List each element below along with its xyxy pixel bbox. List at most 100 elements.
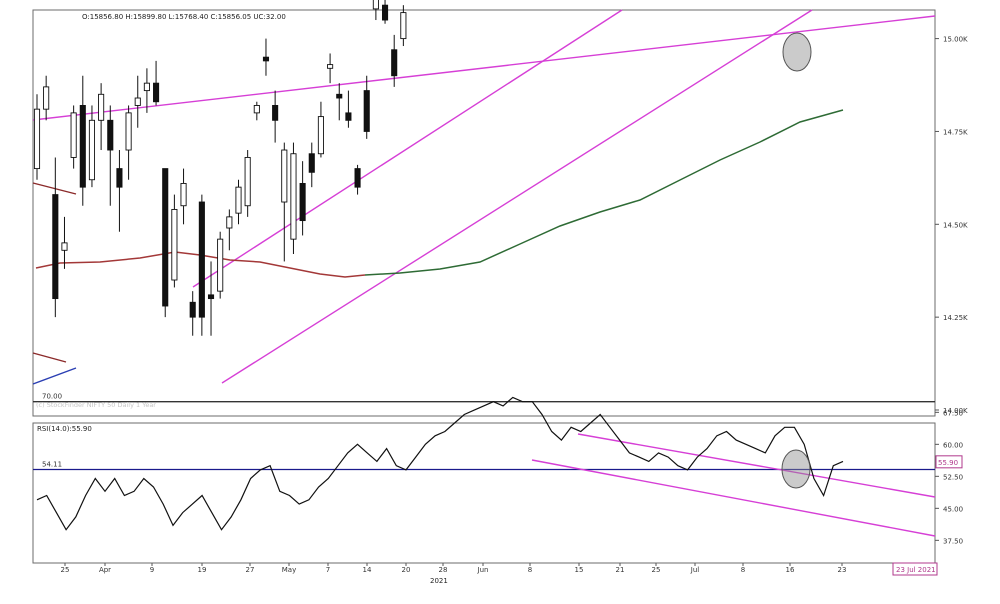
date-tick-label: Apr — [99, 566, 111, 574]
rsi-label: RSI(14.0):55.90 — [37, 425, 92, 433]
candle-body — [391, 49, 398, 77]
rsi-tick-label: 60.00 — [943, 441, 963, 449]
candle-body — [281, 149, 288, 203]
candle-body — [244, 156, 251, 207]
candle-body — [171, 208, 178, 281]
candle-body — [198, 201, 205, 318]
candle-body — [262, 56, 270, 62]
candle-body — [372, 0, 379, 10]
candles-layer — [33, 0, 812, 336]
date-tick-label: 8 — [528, 566, 532, 574]
date-tick-label: May — [282, 566, 296, 574]
candle-body — [143, 82, 150, 92]
trendline — [192, 9, 623, 288]
rsi-panel-frame — [32, 422, 936, 564]
date-tick-label: 15 — [575, 566, 584, 574]
candle-body — [235, 186, 242, 214]
candle-body — [299, 182, 306, 222]
candle-body — [43, 86, 50, 110]
trendline — [32, 352, 67, 363]
trendline — [32, 15, 936, 121]
candle-body — [116, 168, 123, 188]
trendline — [32, 367, 77, 385]
candle-body — [180, 182, 187, 207]
price-trendlines-layer — [32, 9, 936, 385]
date-tag-label: 23 Jul 2021 — [896, 566, 936, 574]
trendline — [221, 9, 813, 384]
price-tick-label: 14.00K — [943, 407, 968, 415]
candle-body — [88, 119, 96, 181]
candle-body — [33, 108, 41, 170]
date-tick-label: 27 — [246, 566, 255, 574]
date-tick-label: 9 — [150, 566, 154, 574]
candle-body — [98, 93, 105, 121]
date-tick-label: 7 — [326, 566, 330, 574]
candle-body — [153, 82, 160, 103]
candle-body — [70, 112, 77, 158]
candle-body — [226, 216, 233, 229]
candle-body — [253, 105, 260, 114]
date-axis: 25 Apr 9 19 27 May 7 14 20 28 Jun 8 15 21 25 Jul 8 16 23 23… — [61, 562, 938, 576]
candle-body — [134, 97, 141, 106]
rsi-tick-label: 67.50 — [943, 409, 963, 417]
candle-body — [162, 168, 169, 307]
rsi-layer: 70.00 54.11 — [33, 393, 936, 537]
rsi-tick-label: 45.00 — [943, 505, 963, 513]
rsi-line — [36, 396, 844, 531]
candle-body — [327, 64, 334, 69]
rsi-tick-label: 52.50 — [943, 473, 963, 481]
candle-body — [189, 301, 196, 318]
rsi-tick-label: 37.50 — [943, 537, 963, 545]
candle-body — [290, 153, 297, 240]
candle-body — [354, 168, 361, 188]
moving-average-green — [364, 109, 844, 276]
date-tick-label: 14 — [363, 566, 372, 574]
moving-average-layer — [35, 109, 844, 278]
watermark: (c) StockFinder NIFTY 50 Daily 1 Year — [36, 401, 156, 409]
rsi-value-tag-label: 55.90 — [938, 459, 958, 467]
rsi-trendline — [577, 433, 936, 498]
moving-average-red — [35, 251, 366, 278]
candle-body — [125, 112, 132, 151]
date-tick-label: Jun — [477, 566, 489, 574]
candle-body — [52, 194, 59, 300]
date-tick-label: 8 — [741, 566, 745, 574]
rsi-value-tag — [935, 455, 963, 469]
candle-body — [345, 112, 352, 121]
year-label: 2021 — [430, 577, 448, 585]
candle-body — [400, 12, 407, 40]
candle-body — [61, 242, 68, 251]
candle-body — [107, 119, 114, 151]
highlight-circle — [782, 32, 812, 72]
rsi-level-label: 70.00 — [42, 393, 62, 401]
date-tick-label: 28 — [439, 566, 448, 574]
date-tick-label: 25 — [61, 566, 70, 574]
price-tick-label: 15.00K — [943, 36, 968, 44]
date-tick-label: 21 — [616, 566, 625, 574]
date-tick-label: 19 — [198, 566, 207, 574]
date-tag — [892, 562, 938, 576]
date-tick-label: Jul — [690, 566, 700, 574]
date-tick-label: 16 — [786, 566, 795, 574]
rsi-trendline — [531, 459, 936, 537]
rsi-axis: 67.50 60.00 52.50 45.00 37.50 55.90 — [935, 409, 963, 545]
candle-body — [381, 4, 389, 21]
candle-body — [207, 294, 215, 300]
candle-body — [336, 93, 343, 99]
candle-body — [308, 153, 315, 173]
candle-body — [363, 90, 370, 132]
price-tick-label: 14.75K — [943, 128, 968, 136]
date-tick-label: 25 — [652, 566, 661, 574]
date-tick-label: 23 — [838, 566, 847, 574]
candle-body — [317, 116, 324, 155]
candle-body — [272, 105, 279, 121]
price-axis: 16.00K15.75K15.50K15.25K15.00K14.75K14.5… — [935, 36, 968, 415]
date-tick-label: 20 — [402, 566, 411, 574]
candle-body — [217, 238, 224, 292]
price-tick-label: 14.25K — [943, 314, 968, 322]
rsi-highlight-circle — [781, 449, 811, 489]
candle-body — [79, 105, 86, 188]
trendline — [32, 182, 77, 195]
